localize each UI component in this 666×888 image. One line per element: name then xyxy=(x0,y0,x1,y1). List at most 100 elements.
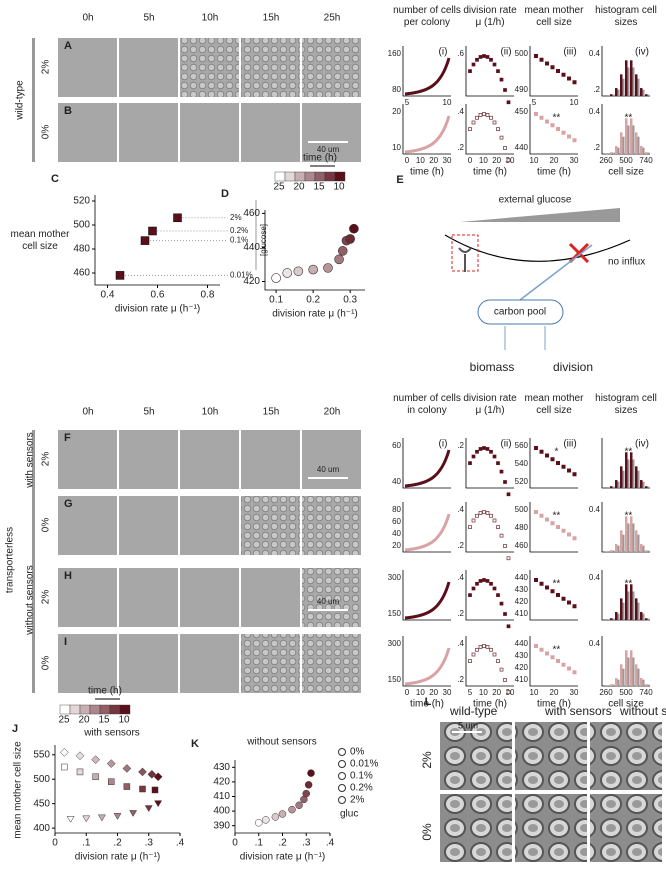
point xyxy=(482,644,486,648)
axis xyxy=(465,636,514,687)
micrograph xyxy=(241,103,300,162)
point xyxy=(482,54,486,58)
point xyxy=(255,819,263,827)
numeral: (iii) xyxy=(563,47,576,58)
micrograph xyxy=(58,634,117,693)
bar xyxy=(615,678,618,686)
point xyxy=(349,223,359,234)
point xyxy=(556,525,560,529)
point xyxy=(140,236,150,245)
gradient xyxy=(460,208,620,222)
bar xyxy=(635,132,638,154)
bar xyxy=(610,94,613,96)
concentration: 0.1% xyxy=(230,236,248,245)
point xyxy=(567,76,571,81)
point xyxy=(489,449,493,454)
colorbar-tick: 20 xyxy=(78,715,90,726)
colorbar-tick: 20 xyxy=(293,182,305,193)
y-tick-label: 0.4 xyxy=(589,107,601,116)
x-axis-label: cell size xyxy=(608,167,644,178)
point xyxy=(468,69,472,73)
colorbar-cell xyxy=(119,704,131,715)
bar xyxy=(610,486,613,488)
x-tick-label: 0.2 xyxy=(306,295,320,306)
point xyxy=(567,468,571,473)
point xyxy=(556,461,560,465)
curve xyxy=(404,449,451,488)
point xyxy=(567,134,571,139)
x-tick-label: 0.1 xyxy=(269,295,283,306)
point xyxy=(492,120,497,125)
x-tick-label: 5 xyxy=(405,98,410,107)
y-tick-label: 450 xyxy=(515,107,529,116)
x-tick-label: 0.8 xyxy=(201,290,215,301)
colorbar-cell xyxy=(69,704,81,715)
concentration: 0.2% xyxy=(230,226,248,235)
legend-marker xyxy=(338,772,346,780)
micrograph xyxy=(241,430,300,489)
point xyxy=(471,62,476,67)
x-tick-label: 10 xyxy=(530,688,539,697)
point xyxy=(561,528,566,533)
point xyxy=(496,127,500,131)
bar xyxy=(620,74,623,96)
point xyxy=(478,447,483,451)
bar xyxy=(610,684,613,686)
bar xyxy=(647,618,650,620)
point xyxy=(293,266,304,277)
bar xyxy=(615,88,618,96)
point xyxy=(478,645,483,649)
y-tick-label: 150 xyxy=(388,609,402,618)
axis xyxy=(529,46,578,97)
point xyxy=(572,472,577,477)
row-label: 2% xyxy=(420,751,434,769)
bar xyxy=(637,668,640,686)
point xyxy=(499,469,504,474)
axis xyxy=(465,46,514,97)
x-axis-label: time (h) xyxy=(410,167,444,178)
bar xyxy=(645,486,648,488)
point xyxy=(567,532,571,537)
bar xyxy=(610,618,613,620)
micrograph xyxy=(180,634,239,693)
bar xyxy=(630,516,633,552)
colorbar-cell xyxy=(294,171,306,182)
legend-marker xyxy=(338,760,346,768)
annotation: ** xyxy=(625,511,633,522)
point xyxy=(475,513,479,518)
point xyxy=(334,254,344,265)
bar xyxy=(642,613,645,620)
point xyxy=(539,449,544,454)
y-tick-label: 460 xyxy=(73,268,90,279)
point xyxy=(550,655,555,660)
point xyxy=(545,61,549,66)
point xyxy=(475,581,479,586)
x-axis-label: division rate μ (h⁻¹) xyxy=(240,852,326,863)
point xyxy=(468,525,472,529)
condition: 0% xyxy=(41,656,52,671)
point xyxy=(506,158,511,163)
point xyxy=(138,767,147,777)
colorbar-tick: 25 xyxy=(58,715,70,726)
x-tick-label: 0 xyxy=(52,838,58,849)
y-tick-label: 80 xyxy=(392,505,401,514)
point xyxy=(496,659,500,663)
point xyxy=(492,454,497,459)
y-tick-label: 0.4 xyxy=(589,505,601,514)
point xyxy=(485,645,490,649)
y-tick-label: 430 xyxy=(213,762,230,773)
axis xyxy=(402,104,451,155)
micrograph xyxy=(241,634,300,693)
y-tick-label: 550 xyxy=(33,749,50,760)
bar xyxy=(617,147,620,154)
point xyxy=(478,55,483,59)
colorbar-tick: 10 xyxy=(118,715,130,726)
condition: 2% xyxy=(41,590,52,605)
y-tick-label: .2 xyxy=(457,143,464,152)
point xyxy=(572,138,577,143)
panel-title: with sensors xyxy=(83,728,140,739)
panel-letter: C xyxy=(51,173,59,185)
bar xyxy=(630,584,633,620)
y-tick-label: 410 xyxy=(515,609,529,618)
x-tick-label: 10 xyxy=(479,688,488,697)
